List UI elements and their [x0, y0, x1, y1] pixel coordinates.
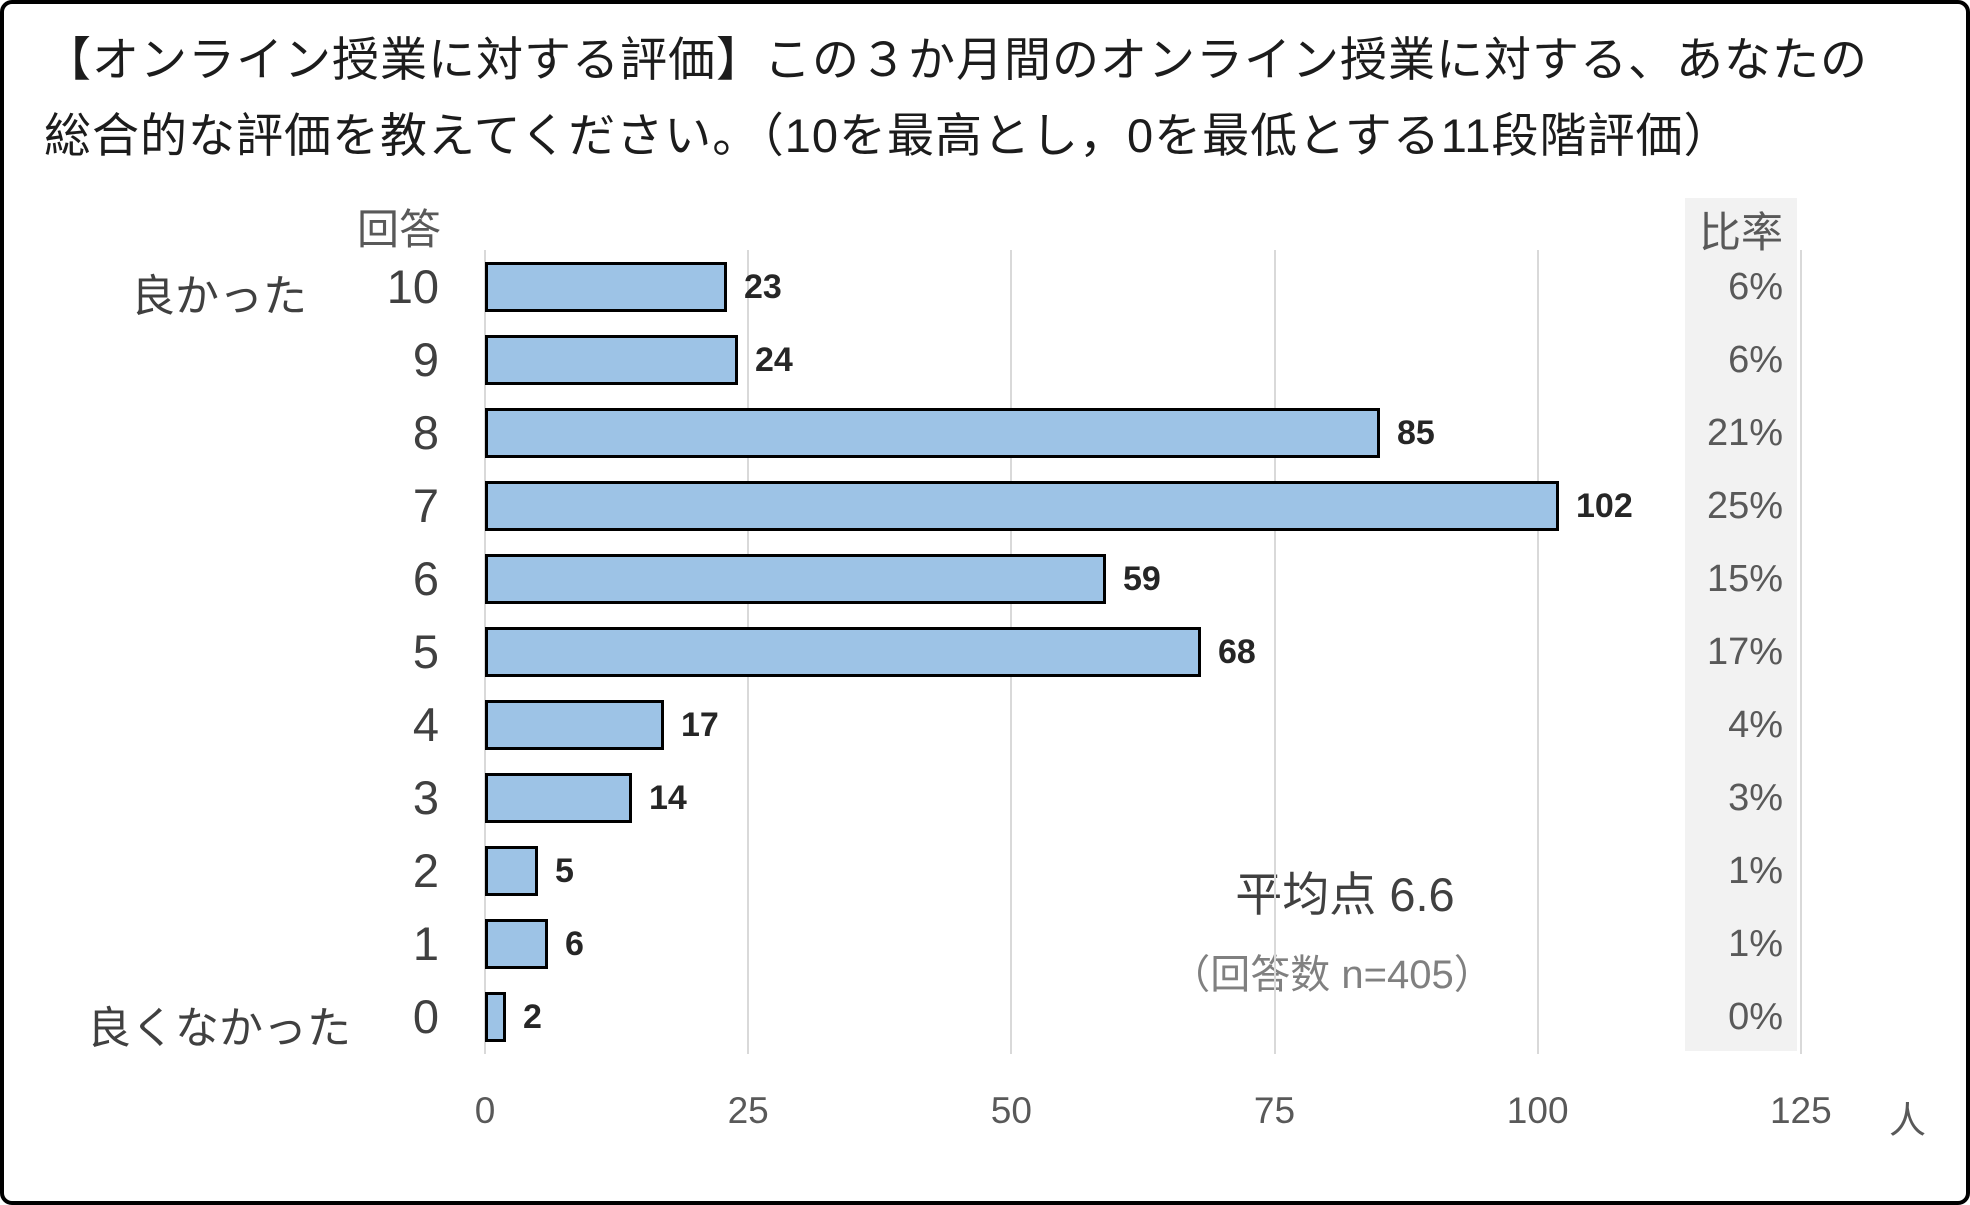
bar-value-label: 24 [755, 340, 793, 379]
x-tick-label: 100 [1506, 1090, 1569, 1131]
bar [485, 773, 632, 824]
bar [485, 407, 1380, 458]
sample-size-annotation: （回答数 n=405） [1170, 953, 1494, 997]
ratio-column-header: 比率 [1698, 209, 1783, 256]
bar [485, 919, 548, 970]
x-tick-label: 125 [1769, 1090, 1832, 1131]
bar-value-label: 68 [1218, 633, 1256, 671]
percent-label: 6% [1728, 265, 1783, 308]
bar-value-label: 6 [565, 925, 584, 964]
percent-label: 1% [1728, 923, 1783, 966]
percent-label: 0% [1728, 996, 1783, 1039]
bar [485, 553, 1106, 604]
bar-value-label: 2 [523, 998, 542, 1037]
gridline [1273, 250, 1276, 1054]
bar [485, 627, 1201, 677]
percent-label: 1% [1728, 850, 1783, 893]
percent-label: 6% [1728, 338, 1783, 381]
rating-tick-label: 8 [412, 405, 439, 459]
gridline [1799, 250, 1802, 1054]
rating-tick-label: 4 [412, 698, 439, 752]
scale-top-label: 良かった [131, 272, 307, 321]
bar-value-label: 14 [649, 779, 687, 818]
bar-value-label: 5 [555, 852, 574, 891]
average-score-annotation: 平均点 6.6 [1235, 868, 1455, 921]
rating-tick-label: 1 [412, 917, 439, 971]
survey-bar-chart: 【オンライン授業に対する評価】この３か月間のオンライン授業に対する、あなたの 総… [4, 4, 1966, 1201]
chart-title-line-1: 【オンライン授業に対する評価】この３か月間のオンライン授業に対する、あなたの [44, 33, 1868, 86]
bar-value-label: 85 [1397, 413, 1435, 452]
bar [485, 261, 727, 312]
percent-label: 21% [1706, 411, 1783, 454]
rating-tick-label: 2 [412, 844, 439, 898]
scale-bottom-label: 良くなかった [87, 1004, 351, 1053]
percent-label: 25% [1706, 484, 1783, 527]
rating-tick-label: 7 [412, 478, 439, 532]
rating-tick-label: 9 [412, 332, 439, 386]
answer-column-header: 回答 [356, 206, 441, 253]
x-axis-unit-label: 人 [1889, 1100, 1926, 1141]
percent-label: 3% [1728, 777, 1783, 820]
ratio-column-background [1685, 198, 1797, 1051]
bar [485, 480, 1559, 531]
bar [485, 992, 506, 1043]
bar-value-label: 17 [681, 706, 719, 745]
bar [485, 700, 664, 751]
x-tick-label: 75 [1253, 1090, 1296, 1131]
rating-tick-label: 0 [412, 990, 439, 1044]
bar-value-label: 23 [744, 267, 782, 306]
bar-value-label: 102 [1576, 486, 1633, 525]
rating-tick-label: 3 [412, 771, 439, 825]
percent-label: 4% [1728, 704, 1783, 747]
percent-label: 15% [1706, 557, 1783, 600]
rating-tick-label: 10 [386, 259, 439, 313]
bar [485, 334, 738, 385]
x-tick-label: 0 [474, 1090, 496, 1131]
rating-tick-label: 6 [412, 551, 439, 605]
gridline [1536, 250, 1539, 1054]
x-tick-label: 25 [727, 1090, 769, 1131]
bar [485, 846, 538, 897]
percent-label: 17% [1706, 631, 1783, 673]
bar-value-label: 59 [1123, 559, 1161, 598]
chart-title-line-2: 総合的な評価を教えてください。（10を最高とし，0を最低とする11段階評価） [44, 109, 1732, 162]
x-tick-label: 50 [990, 1090, 1032, 1131]
rating-tick-label: 5 [412, 625, 439, 678]
